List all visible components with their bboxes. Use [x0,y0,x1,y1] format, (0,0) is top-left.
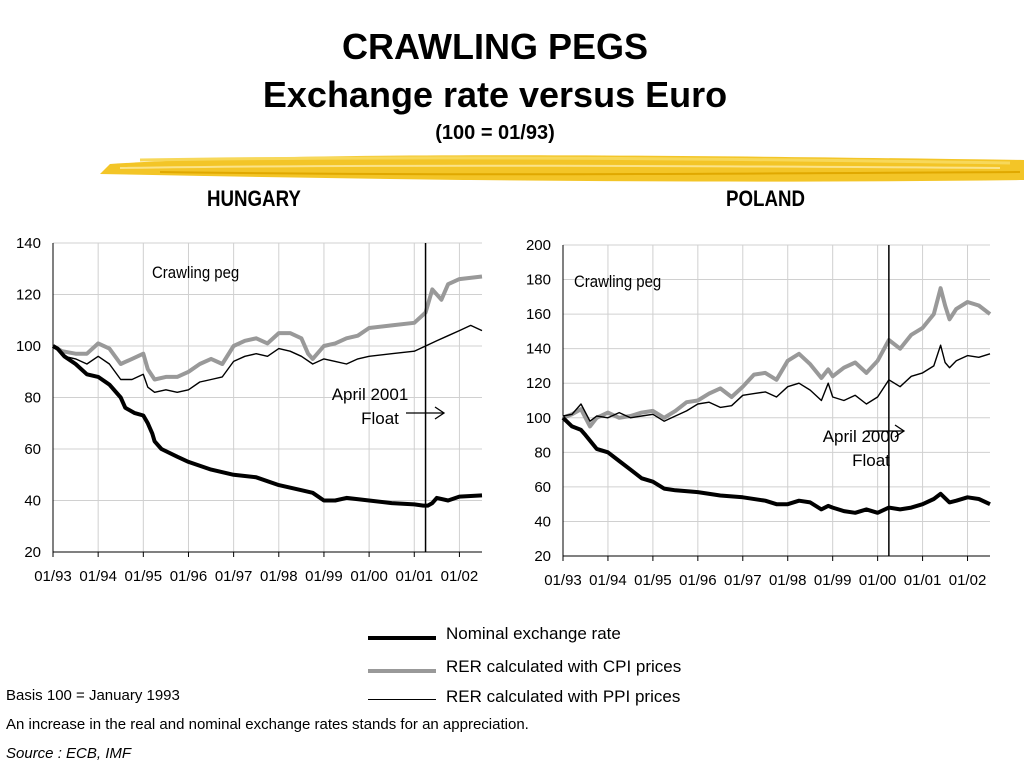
yellow-brush-stroke [100,155,1024,182]
legend-item-nominal: Nominal exchange rate [360,622,740,652]
x-tick-label: 01/96 [679,572,717,589]
y-tick-label: 140 [16,235,41,252]
hungary-chart: 20 40 60 80 100 120 140 01/93 01/94 01/95 01/96 01/… [16,235,483,585]
crawling-peg-label: Crawling peg [574,273,661,291]
x-tick-label: 01/94 [589,572,627,589]
x-tick-label: 01/00 [350,568,388,585]
appreciation-note: An increase in the real and nominal exch… [6,716,529,733]
x-tick-label: 01/99 [305,568,343,585]
float-arrow-head [894,424,906,438]
x-tick-label: 01/95 [125,568,163,585]
x-tick-label: 01/93 [544,572,582,589]
series-line-ppi [562,344,991,422]
poland-panel-title: POLAND [726,186,805,211]
y-tick-label: 140 [526,341,551,358]
x-tick-label: 01/02 [949,572,987,589]
y-tick-label: 160 [526,306,551,323]
crawling-peg-label: Crawling peg [152,264,239,282]
float-arrow-head [434,406,446,420]
legend-swatch-ppi [368,699,436,700]
y-tick-label: 100 [16,338,41,355]
y-tick-label: 20 [534,548,551,565]
y-tick-label: 60 [534,479,551,496]
legend-swatch-nominal [368,636,436,640]
series-line-nominal [561,416,991,515]
x-tick-label: 01/97 [724,572,762,589]
x-tick-label: 01/95 [634,572,672,589]
y-tick-label: 200 [526,237,551,254]
series-line-ppi [52,324,483,394]
y-tick-label: 40 [534,513,551,530]
slide-subtitle: Exchange rate versus Euro [262,74,728,115]
source-note: Source : ECB, IMF [6,745,132,762]
x-tick-label: 01/98 [260,568,298,585]
y-tick-label: 120 [526,375,551,392]
legend-item-ppi: RER calculated with PPI prices [360,685,740,715]
x-tick-label: 01/99 [814,572,852,589]
legend-label-cpi: RER calculated with CPI prices [446,657,682,676]
poland-chart: 20 40 60 80 100 120 140 160 180 200 01/93 01/94 01/9… [526,237,992,589]
x-tick-label: 01/01 [395,568,433,585]
legend-item-cpi: RER calculated with CPI prices [360,655,740,685]
series-line-nominal [51,344,483,508]
chart-legend: Nominal exchange rate RER calculated wit… [360,622,740,718]
legend-swatch-cpi [368,669,436,673]
y-tick-label: 60 [24,441,41,458]
x-tick-label: 01/02 [441,568,479,585]
float-date-label: April 2000 [823,427,900,446]
y-tick-label: 120 [16,287,41,304]
float-label: Float [361,409,399,428]
series-line-cpi [51,274,483,382]
x-tick-label: 01/00 [859,572,897,589]
series-line-cpi [562,286,992,429]
y-tick-label: 80 [534,444,551,461]
float-date-label: April 2001 [332,385,409,404]
x-tick-label: 01/96 [170,568,208,585]
legend-label-ppi: RER calculated with PPI prices [446,687,681,706]
slide-basis-subtitle: (100 = 01/93) [435,122,555,144]
slide-title: CRAWLING PEGS [341,26,649,67]
y-tick-label: 20 [24,544,41,561]
hungary-panel-title: HUNGARY [207,186,301,211]
float-label: Float [852,451,890,470]
x-tick-label: 01/93 [34,568,72,585]
legend-label-nominal: Nominal exchange rate [446,624,621,643]
y-tick-label: 40 [24,493,41,510]
x-tick-label: 01/01 [904,572,942,589]
y-tick-label: 100 [526,410,551,427]
x-tick-label: 01/98 [769,572,807,589]
y-tick-label: 180 [526,272,551,289]
x-tick-label: 01/97 [215,568,253,585]
basis-note: Basis 100 = January 1993 [6,687,180,704]
x-tick-label: 01/94 [79,568,117,585]
y-tick-label: 80 [24,390,41,407]
